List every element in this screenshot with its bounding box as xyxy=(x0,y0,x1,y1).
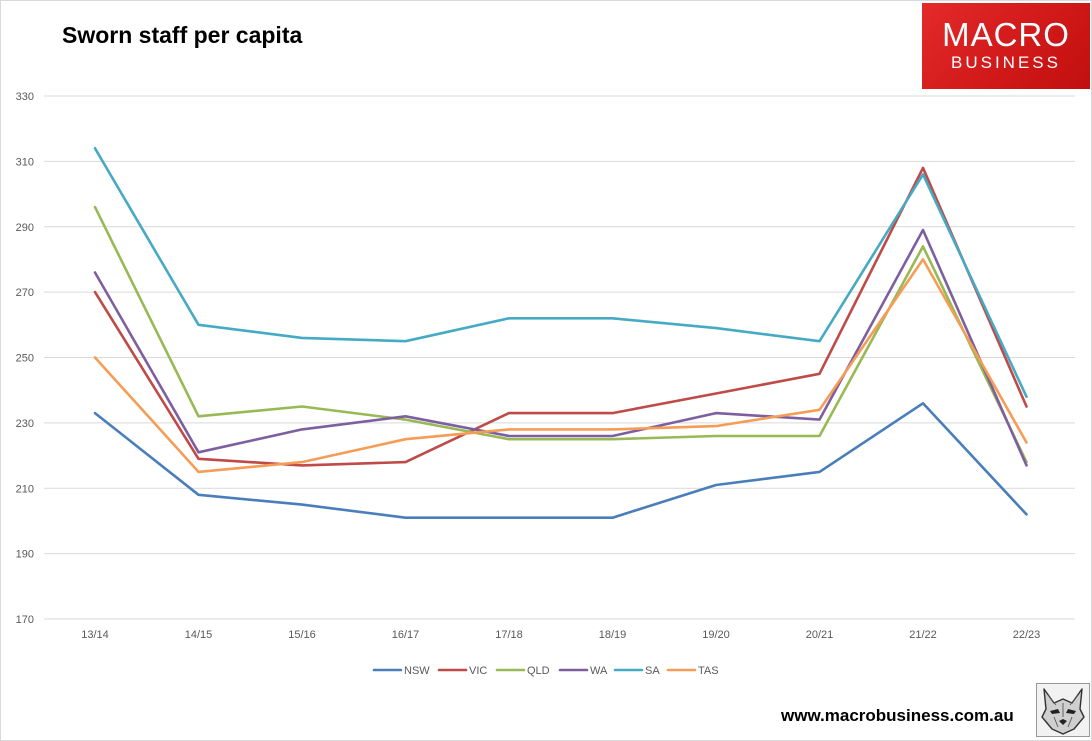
y-tick-label: 230 xyxy=(16,418,34,430)
chart-title: Sworn staff per capita xyxy=(62,22,303,48)
series-lines xyxy=(93,147,1028,520)
series-line-wa xyxy=(93,228,1028,467)
x-tick-label: 14/15 xyxy=(185,629,213,641)
x-tick-label: 13/14 xyxy=(81,629,109,641)
legend-label-tas: TAS xyxy=(698,665,719,677)
series-line-nsw xyxy=(93,401,1028,520)
y-tick-label: 310 xyxy=(16,156,34,168)
wolf-icon xyxy=(1036,683,1090,737)
logo-line-2: BUSINESS xyxy=(951,53,1061,72)
legend: NSW VIC QLD WA SA TAS xyxy=(372,665,719,677)
legend-label-sa: SA xyxy=(645,665,660,677)
x-tick-label: 16/17 xyxy=(392,629,420,641)
y-axis-ticks: 170 190 210 230 250 270 290 310 330 xyxy=(16,91,34,626)
x-tick-label: 20/21 xyxy=(806,629,834,641)
x-tick-label: 19/20 xyxy=(702,629,730,641)
series-line-vic xyxy=(93,166,1028,467)
legend-label-vic: VIC xyxy=(469,665,487,677)
x-axis-ticks: 13/14 14/15 15/16 16/17 17/18 18/19 19/20 20/21… xyxy=(81,629,1040,641)
y-tick-label: 330 xyxy=(16,91,34,103)
series-line-qld xyxy=(93,205,1028,464)
series-line-sa xyxy=(93,147,1028,399)
legend-label-wa: WA xyxy=(590,665,608,677)
y-tick-label: 250 xyxy=(16,353,34,365)
y-tick-label: 290 xyxy=(16,222,34,234)
macrobusiness-logo: MACRO BUSINESS xyxy=(922,3,1090,89)
website-url: www.macrobusiness.com.au xyxy=(781,706,1014,725)
y-tick-label: 270 xyxy=(16,287,34,299)
x-tick-label: 21/22 xyxy=(909,629,937,641)
logo-line-1: MACRO xyxy=(942,16,1070,53)
y-tick-label: 170 xyxy=(16,614,34,626)
series-line-tas xyxy=(93,258,1028,474)
y-tick-label: 190 xyxy=(16,549,34,561)
x-tick-label: 15/16 xyxy=(288,629,316,641)
x-tick-label: 18/19 xyxy=(599,629,627,641)
legend-label-qld: QLD xyxy=(527,665,550,677)
y-tick-label: 210 xyxy=(16,483,34,495)
gridlines xyxy=(44,95,1075,620)
legend-label-nsw: NSW xyxy=(404,665,430,677)
x-tick-label: 22/23 xyxy=(1013,629,1041,641)
x-tick-label: 17/18 xyxy=(495,629,523,641)
